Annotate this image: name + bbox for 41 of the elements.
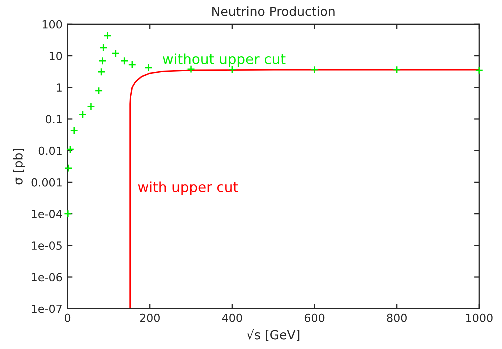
- point: [98, 57, 107, 66]
- point: [94, 86, 104, 96]
- x-tick-label: 0: [64, 314, 71, 322]
- y-tick-label: 1e-05: [32, 242, 62, 250]
- y-tick-label: 1e-06: [32, 273, 62, 282]
- point: [66, 145, 75, 154]
- y-tick-label: 1e-04: [32, 210, 62, 218]
- x-tick-label: 800: [387, 314, 407, 322]
- y-tick-label: 0.01: [38, 146, 62, 156]
- point: [112, 49, 120, 58]
- point: [475, 66, 484, 75]
- chart-title: Neutrino Production: [212, 6, 335, 16]
- y-tick-label: 10: [50, 52, 62, 60]
- point: [392, 66, 402, 74]
- point: [310, 66, 319, 74]
- point: [64, 164, 73, 172]
- y-axis-title: σ [pb]: [13, 148, 26, 185]
- point: [120, 57, 129, 66]
- point: [70, 126, 78, 135]
- series-label: with upper cut: [138, 182, 238, 196]
- x-axis-title: √s [GeV]: [246, 329, 300, 342]
- x-tick-label: 1000: [466, 314, 493, 322]
- x-tick-label: 400: [222, 314, 242, 322]
- point: [187, 65, 196, 74]
- y-tick-label: 0.001: [32, 178, 62, 187]
- point: [144, 64, 153, 72]
- point: [99, 44, 108, 52]
- y-tick-label: 0.1: [46, 115, 62, 124]
- point: [87, 102, 96, 111]
- y-tick-label: 100: [42, 20, 62, 29]
- y-tick-label: 1e-07: [32, 304, 62, 314]
- point: [104, 32, 112, 40]
- point: [64, 210, 72, 218]
- point: [128, 60, 136, 70]
- line-series: [130, 69, 480, 309]
- point: [97, 68, 106, 76]
- x-tick-label: 600: [304, 314, 325, 322]
- x-tick-label: 200: [140, 314, 160, 322]
- y-tick-label: 1: [57, 84, 62, 92]
- series-label: without upper cut: [163, 54, 286, 68]
- point: [78, 110, 88, 119]
